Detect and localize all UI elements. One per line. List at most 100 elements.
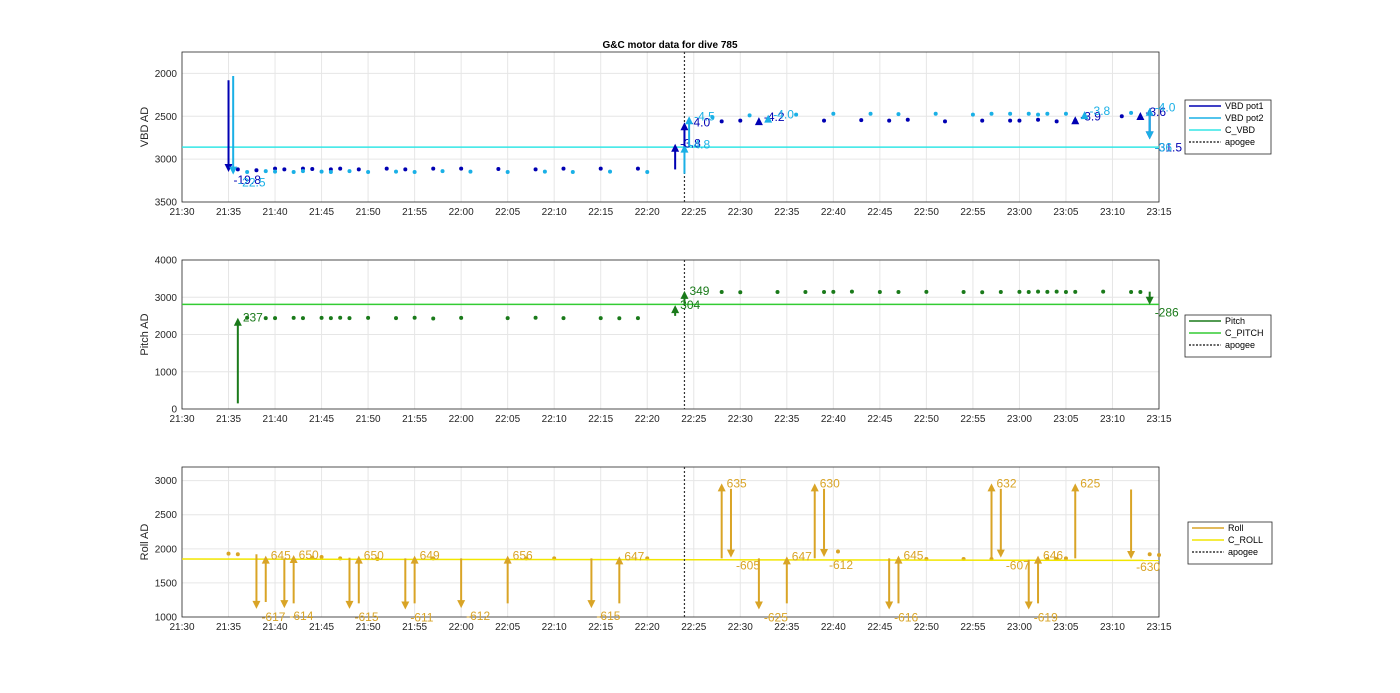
data-point <box>1129 290 1134 295</box>
data-point <box>1045 111 1050 116</box>
data-point <box>245 170 250 174</box>
move-arrow-head <box>782 556 791 565</box>
data-point <box>505 316 510 321</box>
move-label: -612 <box>829 558 853 572</box>
move-label: 304 <box>680 298 700 312</box>
data-point <box>468 169 473 174</box>
x-tick-label: 23:15 <box>1146 622 1171 633</box>
x-tick-label: 21:40 <box>263 207 288 218</box>
move-arrow-head <box>894 555 903 564</box>
data-point <box>980 290 985 295</box>
roll-panel: 21:30 21:35 21:40 21:45 21:50 21:55 22:00 22:05… <box>139 466 1273 633</box>
move-label: -614 <box>289 609 313 623</box>
move-label: 645 <box>271 549 291 563</box>
move-arrow-head <box>726 549 735 558</box>
data-point <box>319 315 324 320</box>
x-tick-label: 23:05 <box>1053 414 1078 425</box>
x-tick-label: 23:05 <box>1053 207 1078 218</box>
x-tick-label: 21:30 <box>169 207 194 218</box>
move-arrow-head <box>671 305 680 314</box>
x-tick-label: 23:15 <box>1146 414 1171 425</box>
plot-area <box>182 52 1159 202</box>
move-label: 649 <box>420 549 440 563</box>
data-point <box>366 315 371 320</box>
y-tick-label: 1000 <box>155 367 178 378</box>
y-tick-label: 3000 <box>155 155 178 166</box>
y-tick-label: 2500 <box>155 510 178 521</box>
data-point <box>319 169 324 174</box>
data-point <box>384 166 389 171</box>
data-point <box>542 169 547 174</box>
data-point <box>942 119 947 124</box>
data-point <box>561 166 566 171</box>
data-point <box>431 166 436 171</box>
x-tick-label: 22:00 <box>449 622 474 633</box>
move-arrow-head <box>289 554 298 563</box>
data-point <box>1147 552 1152 557</box>
move-arrow-head <box>401 601 410 610</box>
move-label: -615 <box>596 609 620 623</box>
data-point <box>989 111 994 116</box>
y-tick-label: 3500 <box>155 198 178 209</box>
data-point <box>338 315 343 320</box>
legend-label: VBD pot1 <box>1225 101 1264 111</box>
move-label: 646 <box>1043 549 1063 563</box>
move-arrow-head <box>261 555 270 564</box>
move-arrow-head <box>1071 116 1080 125</box>
data-point <box>431 316 436 321</box>
x-tick-label: 23:05 <box>1053 622 1078 633</box>
data-point <box>719 290 724 295</box>
x-tick-label: 23:15 <box>1146 207 1171 218</box>
vbd-panel: 21:30 21:35 21:40 21:45 21:50 21:55 22:00 22:05… <box>139 51 1272 218</box>
move-arrow-head <box>280 600 289 609</box>
move-arrow-head <box>1127 551 1136 560</box>
move-label: -3.9 <box>1080 109 1101 123</box>
x-tick-label: 22:25 <box>681 622 706 633</box>
x-tick-label: 22:20 <box>635 622 660 633</box>
x-tick-label: 23:00 <box>1007 622 1032 633</box>
data-point <box>905 117 910 122</box>
x-tick-label: 23:10 <box>1100 414 1125 425</box>
move-arrow-head <box>996 549 1005 558</box>
move-arrow-head <box>252 600 261 609</box>
data-point <box>1036 112 1041 117</box>
x-tick-label: 22:25 <box>681 207 706 218</box>
move-label: 650 <box>364 549 384 563</box>
move-arrow-head <box>354 555 363 564</box>
move-arrow-head <box>1034 555 1043 564</box>
move-arrow-head <box>820 549 829 557</box>
data-point <box>1026 290 1031 295</box>
data-point <box>273 166 278 171</box>
data-point <box>226 551 231 556</box>
data-point <box>1054 119 1059 124</box>
data-point <box>300 169 305 174</box>
y-tick-label: 1000 <box>155 613 178 624</box>
data-point <box>598 166 603 171</box>
x-tick-label: 22:40 <box>821 414 846 425</box>
data-point <box>849 289 854 294</box>
x-tick-label: 22:00 <box>449 207 474 218</box>
move-label: -617 <box>261 610 285 624</box>
legend-label: apogee <box>1228 547 1258 557</box>
move-label: 656 <box>513 549 533 563</box>
move-label: -4.0 <box>1155 101 1176 115</box>
x-tick-label: 23:00 <box>1007 414 1032 425</box>
data-point <box>835 549 840 554</box>
x-tick-label: 22:10 <box>542 622 567 633</box>
data-point <box>1008 111 1013 116</box>
x-tick-label: 22:30 <box>728 414 753 425</box>
move-label: -4.8 <box>689 138 710 152</box>
x-tick-label: 21:50 <box>356 414 381 425</box>
data-point <box>403 167 408 172</box>
move-label: 635 <box>727 476 747 490</box>
data-point <box>868 111 873 116</box>
move-arrow-head <box>345 600 354 609</box>
move-arrow-head <box>1136 112 1145 120</box>
move-arrow-head <box>224 164 233 172</box>
x-tick-label: 21:45 <box>309 414 334 425</box>
move-label: -612 <box>466 609 490 623</box>
move-arrow-head <box>1024 601 1033 610</box>
move-label: 650 <box>299 548 319 562</box>
data-point <box>1119 114 1124 119</box>
x-tick-label: 22:10 <box>542 414 567 425</box>
